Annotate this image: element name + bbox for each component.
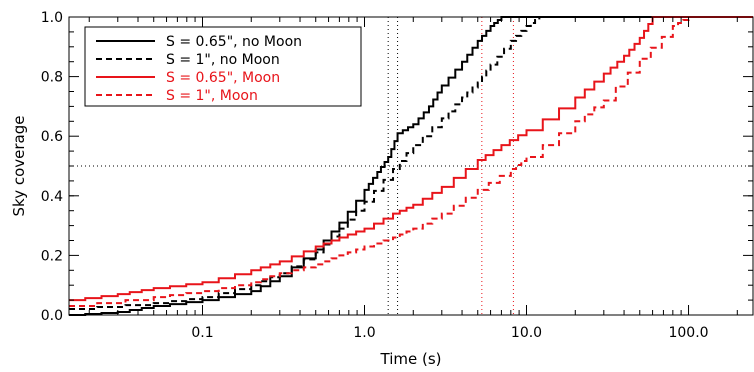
legend-label: S = 0.65", no Moon — [166, 34, 302, 50]
legend: S = 0.65", no Moon S = 1", no Moon S = 0.6… — [84, 26, 362, 107]
y-tick-label: 0.8 — [41, 70, 63, 86]
series-line-1 — [69, 16, 753, 316]
y-tick-label: 0.0 — [41, 308, 63, 324]
y-tick-label: 1.0 — [41, 10, 63, 26]
legend-label: S = 0.65", Moon — [166, 70, 280, 86]
y-axis-label: Sky coverage — [10, 116, 28, 217]
series-line-2 — [69, 16, 753, 311]
y-tick-label: 0.2 — [41, 248, 63, 264]
series-line-4 — [69, 16, 753, 308]
legend-label: S = 1", no Moon — [166, 52, 280, 68]
series-line-3 — [69, 16, 753, 302]
x-tick-label: 1.0 — [353, 325, 375, 341]
legend-label: S = 1", Moon — [166, 88, 258, 104]
x-tick-label: 10.0 — [511, 325, 542, 341]
x-tick-label: 100.0 — [668, 325, 708, 341]
axis-ticks: 0.1 1.0 10.0 100.0 0.0 0.2 0.4 0.6 0.8 1.0 — [41, 10, 753, 341]
x-tick-label: 0.1 — [191, 325, 213, 341]
x-axis-label: Time (s) — [380, 350, 442, 368]
y-tick-label: 0.6 — [41, 129, 63, 145]
y-tick-label: 0.4 — [41, 189, 63, 205]
series-lines — [69, 16, 753, 316]
reference-lines — [69, 17, 753, 315]
